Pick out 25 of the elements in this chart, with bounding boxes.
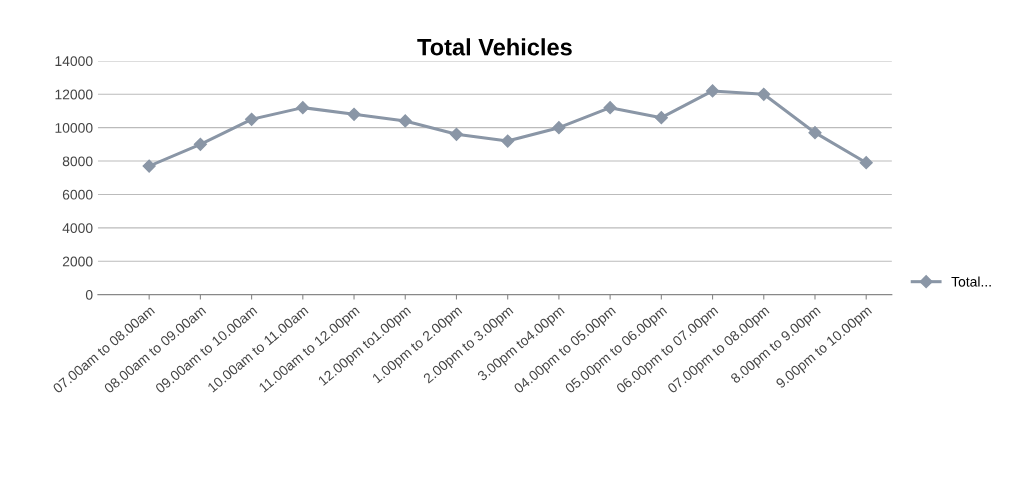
- y-tick-label: 0: [85, 289, 93, 300]
- point: [757, 87, 771, 101]
- point: [705, 84, 720, 98]
- point: [193, 137, 207, 151]
- legend-label: Total...: [951, 276, 991, 287]
- y-tick-label: 14000: [55, 56, 93, 67]
- chart-title: Total Vehicles: [417, 38, 572, 56]
- point: [347, 107, 361, 121]
- point: [603, 101, 617, 115]
- point: [808, 126, 822, 140]
- point: [449, 127, 464, 141]
- y-tick-label: 6000: [62, 189, 93, 200]
- point: [654, 111, 668, 125]
- y-tick-label: 2000: [62, 256, 93, 267]
- point: [859, 156, 873, 170]
- point: [296, 101, 310, 115]
- point: [552, 121, 566, 135]
- y-tick-label: 12000: [55, 89, 93, 100]
- y-tick-label: 4000: [62, 223, 93, 234]
- y-tick-label: 10000: [55, 123, 93, 133]
- point: [398, 114, 412, 128]
- point: [142, 159, 156, 173]
- point: [245, 112, 259, 126]
- y-tick-label: 8000: [62, 156, 93, 167]
- point: [501, 134, 515, 148]
